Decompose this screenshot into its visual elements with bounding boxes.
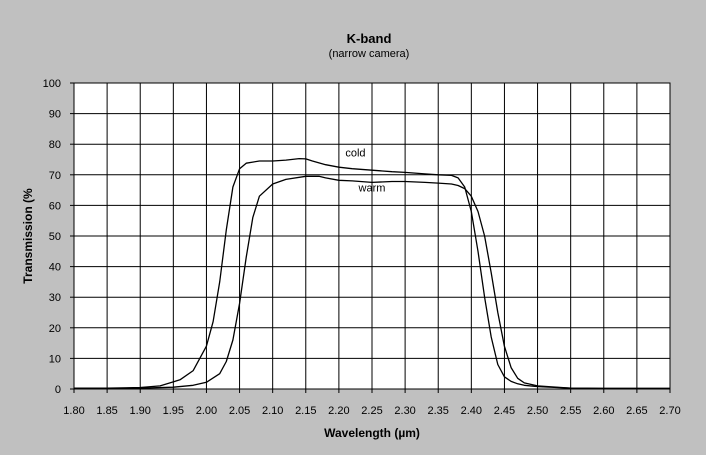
x-tick-label: 1.95 <box>163 405 184 417</box>
series-lines <box>74 157 670 390</box>
x-axis-label: Wavelength (µm) <box>324 426 420 440</box>
chart-title: K-band <box>347 31 392 46</box>
grid <box>70 82 671 393</box>
x-tick-label: 1.90 <box>130 405 151 417</box>
y-tick-label: 90 <box>49 109 61 121</box>
y-tick-label: 10 <box>49 353 61 365</box>
x-tick-label: 2.55 <box>560 405 581 417</box>
x-tick-label: 2.50 <box>527 405 548 417</box>
series-line-cold <box>74 157 670 390</box>
x-tick-label: 1.85 <box>96 405 117 417</box>
x-tick-label: 2.20 <box>328 405 349 417</box>
y-tick-label: 60 <box>49 200 61 212</box>
x-tick-label: 2.25 <box>361 405 382 417</box>
y-axis-label: Transmission (% <box>21 188 35 284</box>
x-tick-label: 2.10 <box>262 405 283 417</box>
y-tick-label: 70 <box>49 170 61 182</box>
y-tick-label: 40 <box>49 262 61 274</box>
y-tick-label: 50 <box>49 231 61 243</box>
tick-labels: 1.80 1.85 1.90 1.95 2.00 2.05 2.10 2.15 2.20 2.25… <box>43 78 681 417</box>
series-label-warm: warm <box>358 183 386 195</box>
x-tick-label: 2.45 <box>494 405 515 417</box>
y-tick-label: 20 <box>49 323 61 335</box>
x-tick-label: 2.35 <box>428 405 449 417</box>
chart-subtitle: (narrow camera) <box>329 48 410 60</box>
x-tick-label: 2.30 <box>394 405 415 417</box>
x-tick-label: 2.40 <box>461 405 482 417</box>
x-tick-label: 2.05 <box>229 405 250 417</box>
x-tick-label: 2.60 <box>593 405 614 417</box>
x-tick-label: 2.00 <box>196 405 217 417</box>
x-tick-label: 2.70 <box>659 405 680 417</box>
y-tick-label: 30 <box>49 292 61 304</box>
y-tick-label: 0 <box>55 384 61 396</box>
y-tick-label: 80 <box>49 139 61 151</box>
x-tick-label: 2.65 <box>626 405 647 417</box>
x-tick-label: 1.80 <box>63 405 84 417</box>
annotations: cold warm <box>345 147 385 194</box>
series-line-warm <box>74 175 670 390</box>
series-label-cold: cold <box>345 147 365 159</box>
y-tick-label: 100 <box>43 78 61 90</box>
x-tick-label: 2.15 <box>295 405 316 417</box>
